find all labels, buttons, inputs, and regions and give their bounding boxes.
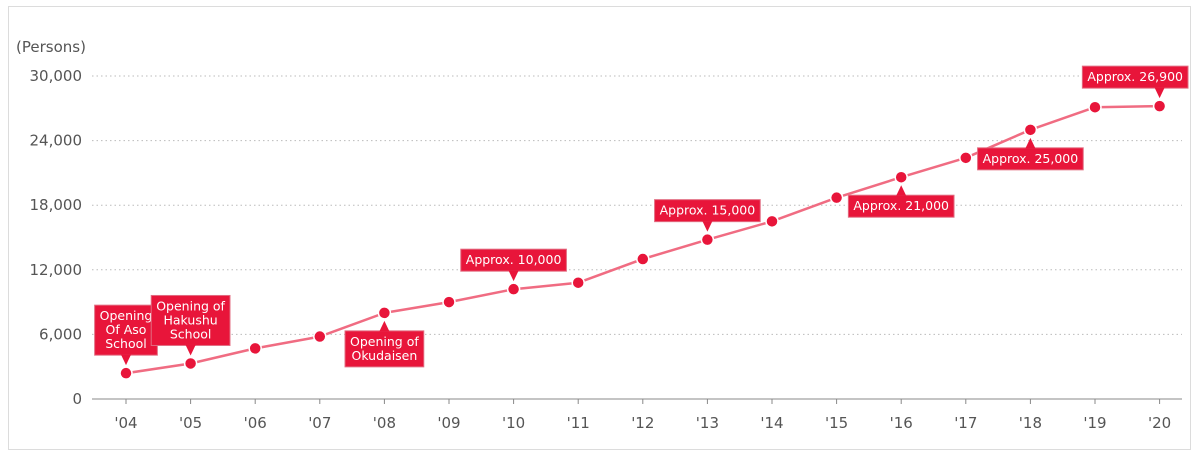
callout-text: Okudaisen bbox=[351, 348, 417, 363]
callout-text: Hakushu bbox=[163, 312, 217, 327]
callout: Approx. 26,900 bbox=[1081, 65, 1189, 99]
y-tick-label: 0 bbox=[72, 390, 82, 408]
x-tick-label: '11 bbox=[567, 414, 590, 432]
callout-text: Approx. 21,000 bbox=[853, 198, 949, 213]
callout-pointer bbox=[896, 185, 907, 196]
data-point bbox=[248, 341, 262, 356]
x-tick-label: '20 bbox=[1148, 414, 1171, 432]
y-tick-label: 24,000 bbox=[30, 132, 83, 150]
data-point bbox=[700, 232, 715, 247]
callout: Approx. 25,000 bbox=[977, 137, 1084, 171]
callout-text: Opening of bbox=[156, 298, 225, 313]
x-tick-label: '05 bbox=[179, 414, 202, 432]
series-line bbox=[125, 104, 1160, 375]
callout-pointer bbox=[508, 270, 519, 282]
callout-pointer bbox=[1154, 87, 1165, 99]
data-point bbox=[765, 214, 779, 229]
callout-text: School bbox=[170, 326, 212, 341]
callout-text: Approx. 10,000 bbox=[466, 252, 562, 267]
data-point bbox=[1088, 100, 1102, 114]
data-point bbox=[959, 151, 973, 165]
callout-box bbox=[150, 294, 231, 346]
x-tick-label: '16 bbox=[890, 414, 913, 432]
x-tick-label: '08 bbox=[373, 414, 396, 432]
callout-box bbox=[1081, 65, 1189, 89]
data-point bbox=[119, 366, 133, 380]
x-tick-label: '14 bbox=[760, 414, 783, 432]
data-point bbox=[894, 170, 908, 184]
callout-text: School bbox=[105, 336, 147, 351]
callout-pointer bbox=[379, 320, 390, 332]
x-tick-label: '13 bbox=[696, 414, 719, 432]
x-tick-label: '09 bbox=[437, 414, 460, 432]
x-tick-label: '06 bbox=[244, 414, 267, 432]
callout-text: Opening bbox=[100, 308, 153, 323]
y-tick-label: 6,000 bbox=[39, 325, 82, 343]
callout-text: Approx. 26,900 bbox=[1087, 69, 1183, 84]
x-tick-label: '07 bbox=[308, 414, 331, 432]
y-tick-label: 12,000 bbox=[30, 261, 83, 279]
y-tick-label: 18,000 bbox=[30, 196, 83, 214]
data-point bbox=[571, 275, 585, 290]
callout-text: Of Aso bbox=[106, 322, 147, 337]
y-axis-label: (Persons) bbox=[16, 38, 86, 56]
callout: Approx. 15,000 bbox=[654, 199, 761, 232]
x-tick-label: '10 bbox=[502, 414, 525, 432]
callout-pointer bbox=[702, 221, 713, 232]
y-tick-label: 30,000 bbox=[30, 67, 83, 85]
data-point bbox=[183, 356, 198, 371]
chart-frame bbox=[8, 6, 1191, 450]
callout-text: Approx. 25,000 bbox=[983, 151, 1079, 166]
x-tick-label: '17 bbox=[954, 414, 977, 432]
x-tick-label: '15 bbox=[825, 414, 848, 432]
callout-pointer bbox=[185, 344, 196, 356]
data-point bbox=[829, 190, 844, 205]
data-points bbox=[119, 99, 1167, 380]
data-point bbox=[1023, 123, 1038, 137]
grid bbox=[92, 75, 1182, 335]
x-tick-label: '19 bbox=[1083, 414, 1106, 432]
x-tick-label: '12 bbox=[631, 414, 654, 432]
callout-pointer bbox=[1025, 137, 1036, 149]
callout: Approx. 10,000 bbox=[460, 248, 567, 282]
x-tick-label: '18 bbox=[1019, 414, 1042, 432]
axes: 0 6,000 12,000 18,000 24,000 30,000 '04 '05 '06 '… bbox=[30, 67, 1182, 432]
x-tick-label: '04 bbox=[114, 414, 137, 432]
callout-text: Approx. 15,000 bbox=[660, 203, 756, 218]
data-point bbox=[506, 282, 521, 296]
data-point bbox=[442, 295, 456, 309]
data-point bbox=[313, 329, 327, 344]
callout: Approx. 21,000 bbox=[847, 185, 955, 218]
data-point bbox=[636, 252, 650, 266]
data-point bbox=[1152, 99, 1167, 113]
series-polyline bbox=[125, 104, 1160, 375]
callout-pointer bbox=[121, 354, 131, 366]
callout-text: Opening of bbox=[350, 334, 419, 349]
data-point bbox=[377, 306, 392, 320]
